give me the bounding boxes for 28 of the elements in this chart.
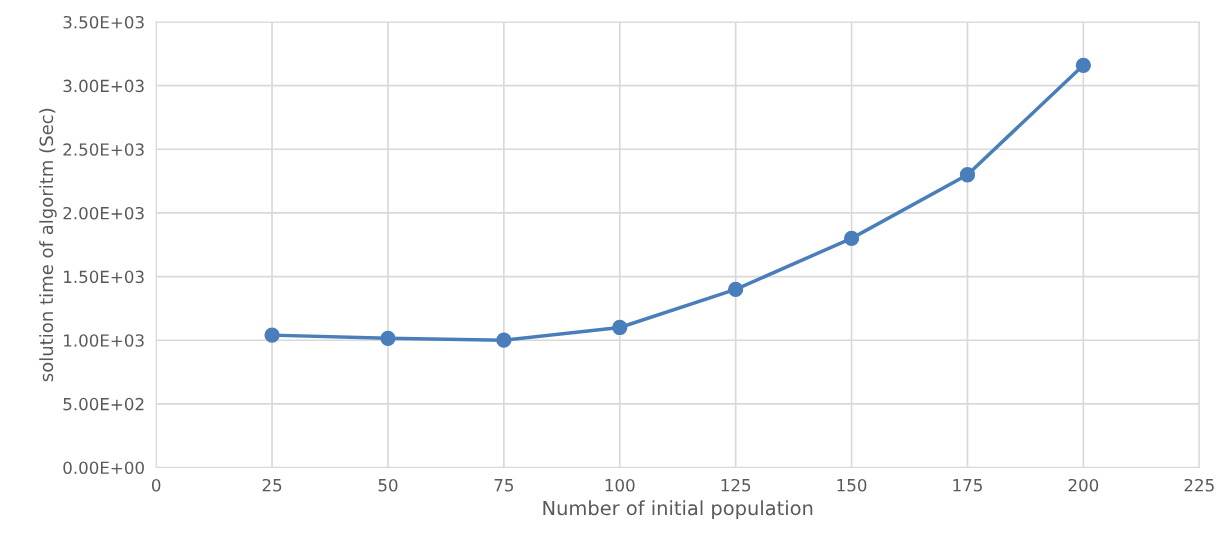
point bbox=[264, 327, 280, 343]
x-tick-label: 0 bbox=[151, 478, 161, 492]
x-tick-label: 200 bbox=[1068, 478, 1099, 492]
x-tick-label: 50 bbox=[378, 478, 398, 492]
y-tick-label: 0.00E+00 bbox=[63, 461, 144, 475]
y-tick-label: 3.00E+03 bbox=[63, 79, 144, 93]
point bbox=[380, 330, 396, 346]
y-axis-title: solution time of algoritm (Sec) bbox=[39, 108, 57, 382]
x-tick-label: 150 bbox=[837, 478, 867, 492]
x-tick-label: 100 bbox=[605, 478, 635, 492]
x-tick-label: 125 bbox=[721, 478, 751, 492]
y-tick-label: 5.00E+02 bbox=[63, 397, 144, 411]
y-tick-label: 3.50E+03 bbox=[63, 15, 144, 29]
y-tick-label: 2.50E+03 bbox=[63, 143, 144, 156]
point bbox=[843, 230, 860, 247]
point bbox=[612, 319, 628, 336]
x-tick-label: 25 bbox=[262, 478, 282, 492]
x-axis-title: Number of initial population bbox=[543, 500, 813, 520]
x-tick-label: 75 bbox=[494, 479, 514, 492]
y-tick-label: 1.50E+03 bbox=[64, 270, 144, 284]
point bbox=[959, 167, 976, 183]
point bbox=[1075, 57, 1091, 73]
x-tick-label: 175 bbox=[953, 479, 982, 492]
y-tick-label: 2.00E+03 bbox=[63, 206, 144, 220]
point bbox=[496, 332, 512, 348]
x-tick-label: 225 bbox=[1184, 478, 1214, 492]
point bbox=[728, 281, 744, 297]
y-tick-label: 1.00E+03 bbox=[64, 334, 144, 347]
